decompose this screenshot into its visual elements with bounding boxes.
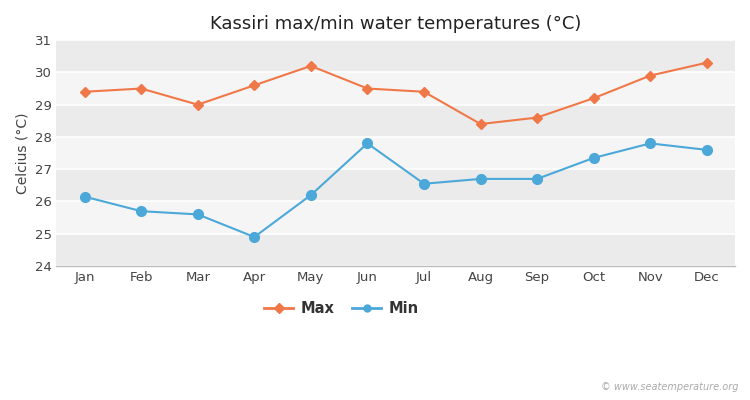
Min bbox=[532, 176, 542, 181]
Max bbox=[590, 96, 598, 101]
Min bbox=[250, 235, 259, 240]
Max bbox=[250, 83, 259, 88]
Max bbox=[80, 89, 89, 94]
Bar bbox=[56, 105, 735, 137]
Min bbox=[80, 194, 89, 199]
Y-axis label: Celcius (°C): Celcius (°C) bbox=[15, 112, 29, 194]
Bar bbox=[56, 202, 735, 234]
Min bbox=[136, 209, 146, 214]
Text: © www.seatemperature.org: © www.seatemperature.org bbox=[602, 382, 739, 392]
Max bbox=[136, 86, 146, 91]
Max bbox=[702, 60, 711, 65]
Min bbox=[646, 141, 655, 146]
Min bbox=[702, 148, 711, 152]
Line: Min: Min bbox=[80, 138, 712, 242]
Max bbox=[646, 73, 655, 78]
Bar bbox=[56, 169, 735, 202]
Line: Max: Max bbox=[81, 59, 710, 128]
Legend: Max, Min: Max, Min bbox=[259, 295, 424, 322]
Max bbox=[363, 86, 372, 91]
Min bbox=[476, 176, 485, 181]
Min bbox=[194, 212, 202, 217]
Bar bbox=[56, 137, 735, 169]
Title: Kassiri max/min water temperatures (°C): Kassiri max/min water temperatures (°C) bbox=[210, 15, 581, 33]
Min bbox=[590, 156, 598, 160]
Bar bbox=[56, 72, 735, 105]
Min bbox=[307, 193, 316, 198]
Min bbox=[363, 141, 372, 146]
Max bbox=[194, 102, 202, 107]
Max bbox=[419, 89, 428, 94]
Bar bbox=[56, 234, 735, 266]
Max bbox=[476, 122, 485, 126]
Max bbox=[532, 115, 542, 120]
Bar bbox=[56, 40, 735, 72]
Max bbox=[307, 64, 316, 68]
Min bbox=[419, 181, 428, 186]
